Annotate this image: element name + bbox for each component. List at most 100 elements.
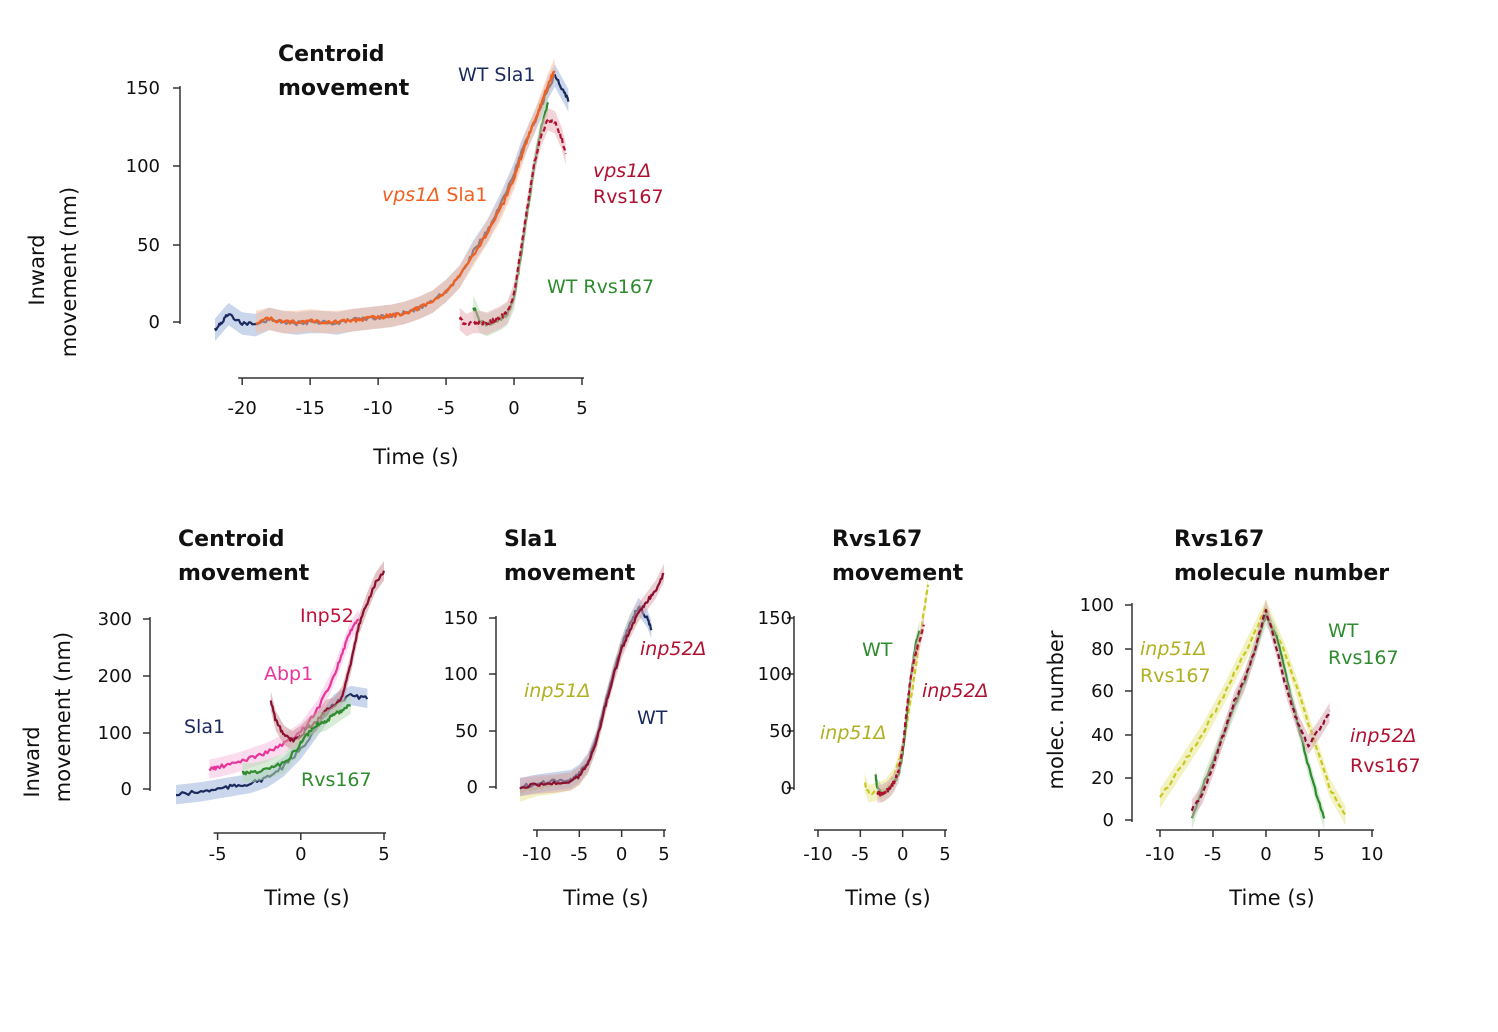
y-axis-label-line1: Inward — [20, 726, 44, 797]
title-line1: Centroid — [278, 42, 385, 67]
title-line1: Sla1 — [504, 527, 558, 552]
series-band-rvs167 — [242, 694, 351, 783]
series-line-inp52 — [876, 624, 925, 797]
label-wt-rvs167: WT Rvs167 — [547, 276, 654, 298]
y-axis-label-line2: movement (nm) — [57, 187, 81, 357]
x-tick-label: -10 — [363, 398, 392, 419]
x-tick-label: 0 — [616, 844, 627, 865]
y-tick-label: 50 — [455, 721, 478, 742]
y-tick-label: 50 — [769, 721, 792, 742]
label-wt-line2: Rvs167 — [1328, 647, 1399, 669]
y-tick-label: 0 — [149, 312, 160, 333]
y-axis-label-line1: Inward — [25, 234, 49, 305]
label-inp51: inp51Δ — [524, 680, 591, 702]
x-tick-label: -5 — [851, 844, 869, 865]
label-inp52: Inp52 — [300, 605, 354, 627]
x-tick-label: -5 — [209, 844, 227, 865]
panel-rvs167-movement: Rvs167 movement Time (s) 0 50 100 150 -10 -5 0… — [758, 527, 989, 910]
label-wt: WT — [1328, 620, 1359, 642]
y-tick-label: 150 — [444, 608, 478, 629]
series-band-inp52 — [877, 614, 924, 803]
title-line1: Rvs167 — [1174, 527, 1264, 552]
series-band-wt-sla1 — [215, 64, 569, 342]
series-line-rvs167 — [241, 704, 351, 776]
x-axis-label: Time (s) — [844, 886, 930, 910]
series-band-wt — [875, 620, 920, 803]
label-vps1-rvs167-line2: Rvs167 — [593, 186, 664, 208]
label-wt-sla1: WT Sla1 — [458, 64, 536, 86]
y-tick-label: 300 — [98, 609, 132, 630]
series-band-vps1-rvs167 — [459, 108, 566, 337]
y-tick-label: 50 — [137, 235, 160, 256]
y-tick-label: 20 — [1091, 768, 1114, 789]
title-line2: movement — [832, 561, 964, 586]
plot-area: 0 50 100 150 -20 -15 -10 -5 0 5 — [126, 58, 588, 419]
series-line-vps1-rvs167 — [458, 118, 567, 327]
x-tick-label: 0 — [897, 844, 908, 865]
x-tick-label: -20 — [227, 398, 256, 419]
series-line-inp52 — [519, 572, 665, 790]
x-tick-label: 5 — [378, 844, 389, 865]
x-axis-label: Time (s) — [263, 886, 349, 910]
y-tick-label: 60 — [1091, 681, 1114, 702]
label-rvs167: Rvs167 — [301, 769, 372, 791]
plot-area: 0 50 100 150 -10 -5 0 5 — [758, 575, 951, 865]
x-tick-label: 5 — [658, 844, 669, 865]
x-tick-label: -5 — [437, 398, 455, 419]
y-tick-label: 100 — [758, 664, 792, 685]
y-tick-label: 40 — [1091, 725, 1114, 746]
series-line-vps1-sla1 — [255, 70, 556, 325]
x-axis-label: Time (s) — [1228, 886, 1314, 910]
title-line2: movement — [278, 76, 410, 101]
y-tick-label: 80 — [1091, 639, 1114, 660]
x-tick-label: -5 — [570, 844, 588, 865]
y-tick-label: 100 — [126, 156, 160, 177]
label-vps1-sla1-italic: vps1Δ — [382, 184, 440, 206]
title-line1: Rvs167 — [832, 527, 922, 552]
x-tick-label: -5 — [1204, 844, 1222, 865]
label-vps1-rvs167: vps1Δ — [593, 160, 651, 182]
panel-top-centroid: Centroid movement Inward movement (nm) T… — [25, 42, 664, 469]
y-tick-label: 0 — [121, 779, 132, 800]
x-axis-label: Time (s) — [562, 886, 648, 910]
series-band-inp52 — [520, 563, 664, 797]
series-line-inp51 — [863, 584, 930, 795]
y-tick-label: 0 — [1103, 810, 1114, 831]
x-tick-label: 0 — [295, 844, 306, 865]
y-axis-label: molec. number — [1044, 630, 1068, 789]
x-tick-label: -15 — [295, 398, 324, 419]
y-tick-label: 0 — [781, 778, 792, 799]
label-sla1: Sla1 — [184, 716, 225, 738]
series-line-inp51 — [1159, 606, 1347, 816]
x-tick-label: 0 — [1260, 844, 1271, 865]
label-inp52: inp52Δ — [1350, 725, 1417, 747]
title-line2: movement — [504, 561, 636, 586]
x-tick-label: 10 — [1361, 844, 1384, 865]
x-tick-label: 5 — [576, 398, 587, 419]
plot-area: 0 100 200 300 -5 0 5 — [98, 561, 390, 865]
plot-area: 0 20 40 60 80 100 -10 -5 0 5 10 — [1080, 595, 1384, 865]
title-line2: movement — [178, 561, 310, 586]
label-inp51: inp51Δ — [1140, 638, 1207, 660]
label-inp52: inp52Δ — [640, 638, 707, 660]
x-tick-label: 5 — [1313, 844, 1324, 865]
series-band-abp1 — [209, 609, 359, 779]
series-band-inp51 — [1160, 599, 1346, 826]
y-tick-label: 150 — [126, 78, 160, 99]
label-wt: WT — [637, 707, 668, 729]
y-tick-label: 150 — [758, 608, 792, 629]
panel-centroid-movement: Centroid movement Inward movement (nm) T… — [20, 527, 390, 910]
x-axis-label: Time (s) — [372, 445, 458, 469]
label-vps1-sla1: vps1Δ Sla1 — [382, 184, 487, 206]
y-tick-label: 100 — [1080, 595, 1114, 616]
x-tick-label: -10 — [803, 844, 832, 865]
x-tick-label: 0 — [508, 398, 519, 419]
title-line2: molecule number — [1174, 561, 1389, 586]
plot-area: 0 50 100 150 -10 -5 0 5 — [444, 563, 670, 865]
x-tick-label: -10 — [1145, 844, 1174, 865]
y-tick-label: 100 — [444, 664, 478, 685]
title-line1: Centroid — [178, 527, 285, 552]
y-tick-label: 200 — [98, 666, 132, 687]
